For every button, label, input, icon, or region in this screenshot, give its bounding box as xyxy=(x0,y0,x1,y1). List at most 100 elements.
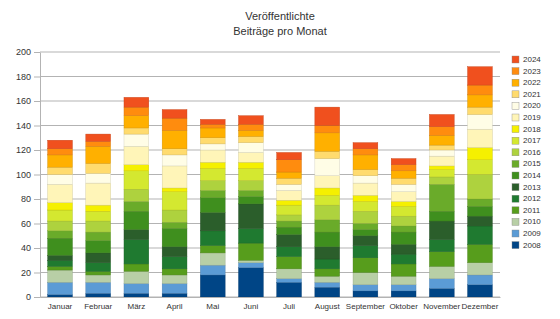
bar-segment xyxy=(200,190,225,197)
legend-label: 2021 xyxy=(523,90,541,99)
y-tick-label: 80 xyxy=(21,194,31,204)
bar-segment xyxy=(277,257,302,269)
bar-segment xyxy=(277,160,302,172)
bar-segment xyxy=(48,175,73,185)
bar-segment xyxy=(315,151,340,158)
x-tick-label: Januar xyxy=(48,302,73,311)
legend-swatch xyxy=(512,172,519,179)
bar-segment xyxy=(391,232,416,244)
series xyxy=(48,253,493,285)
bar-segment xyxy=(429,211,454,221)
y-tick: 40 xyxy=(21,243,40,253)
bar-segment xyxy=(48,295,73,297)
series xyxy=(48,268,493,297)
bar-segment xyxy=(86,163,111,173)
bar-segment xyxy=(200,231,225,246)
legend-swatch xyxy=(512,137,519,144)
bar-segment xyxy=(353,176,378,183)
bar-segment xyxy=(200,212,225,230)
bar-segment xyxy=(353,195,378,201)
grid-line xyxy=(40,52,500,53)
bar-segment xyxy=(239,190,264,196)
x-tick-label: August xyxy=(315,302,341,311)
bar-segment xyxy=(86,146,111,163)
bar-segment xyxy=(353,170,378,176)
legend-swatch xyxy=(512,68,519,75)
legend-label: 2010 xyxy=(523,217,541,226)
bar-segment xyxy=(124,134,149,146)
bar-segment xyxy=(162,275,187,284)
bar-segment xyxy=(315,276,340,282)
bar-segment xyxy=(353,291,378,297)
y-tick-mark xyxy=(34,199,40,200)
bar-segment xyxy=(200,138,225,144)
x-tick: April xyxy=(167,297,183,311)
bar-segment xyxy=(124,239,149,263)
bar-segment xyxy=(353,230,378,236)
bar-segment xyxy=(468,129,493,147)
bar-segment xyxy=(277,221,302,227)
y-tick-mark xyxy=(34,273,40,274)
bar-segment xyxy=(315,205,340,220)
y-tick-label: 20 xyxy=(21,268,31,278)
bar-segment xyxy=(391,254,416,264)
bar-segment xyxy=(124,116,149,128)
legend-label: 2023 xyxy=(523,67,541,76)
bar-segment xyxy=(353,258,378,273)
y-tick-label: 60 xyxy=(21,219,31,229)
legend-swatch xyxy=(512,79,519,86)
bar-segment xyxy=(277,215,302,221)
subtitle: Beiträge pro Monat xyxy=(233,25,327,37)
bar-segment xyxy=(315,176,340,188)
bar-segment xyxy=(124,189,149,201)
x-tick-label: November xyxy=(423,302,460,311)
bar-segment xyxy=(277,152,302,159)
bar-segment xyxy=(353,246,378,258)
legend-swatch xyxy=(512,160,519,167)
x-tick: September xyxy=(346,297,385,311)
bar-segment xyxy=(468,85,493,95)
bar-segment xyxy=(353,143,378,149)
x-tick: Januar xyxy=(48,297,73,311)
y-tick-mark xyxy=(34,175,40,176)
bar-segment xyxy=(48,149,73,155)
bar-segment xyxy=(239,204,264,229)
bar-segment xyxy=(429,135,454,145)
bar-segment xyxy=(429,252,454,267)
bar-segment xyxy=(48,184,73,202)
y-tick-label: 200 xyxy=(16,47,31,57)
bar-segment xyxy=(239,228,264,243)
bar-segment xyxy=(162,257,187,269)
legend-swatch xyxy=(512,114,519,121)
bar-segment xyxy=(48,221,73,231)
x-tick: Juli xyxy=(283,297,295,311)
bar-segment xyxy=(277,269,302,279)
legend-swatch xyxy=(512,207,519,214)
bar-segment xyxy=(239,181,264,191)
series xyxy=(48,160,493,221)
bar-segment xyxy=(200,198,225,213)
bar-segment xyxy=(353,285,378,291)
bar-segment xyxy=(86,293,111,297)
bar-segment xyxy=(277,235,302,247)
bar-segment xyxy=(124,128,149,134)
legend-swatch xyxy=(512,184,519,191)
bar-segment xyxy=(429,150,454,156)
bar-segment xyxy=(200,144,225,150)
bar-segment xyxy=(468,226,493,244)
bar-segment xyxy=(429,166,454,170)
bar-segment xyxy=(468,244,493,262)
bar-segment xyxy=(124,264,149,271)
series xyxy=(48,114,493,191)
bar-segment xyxy=(86,221,111,232)
y-tick-label: 180 xyxy=(16,72,31,82)
y-tick: 120 xyxy=(16,145,40,155)
bar-segment xyxy=(239,143,264,153)
bar-segment xyxy=(86,183,111,205)
legend-swatch xyxy=(512,230,519,237)
bar-segment xyxy=(200,168,225,180)
bar-segment xyxy=(239,130,264,136)
series xyxy=(48,175,493,233)
x-tick: Oktober xyxy=(389,297,418,311)
bar-segment xyxy=(468,95,493,107)
